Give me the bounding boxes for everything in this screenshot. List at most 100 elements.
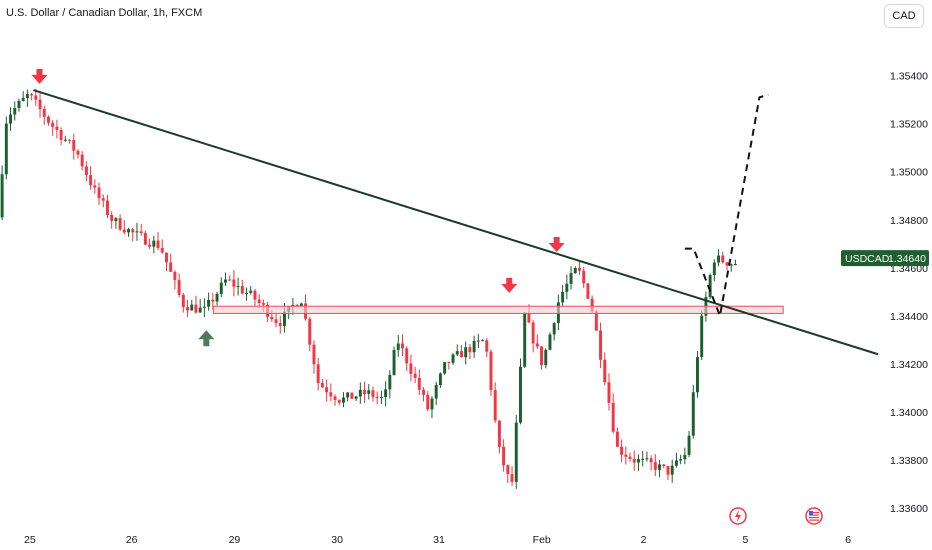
- candle-body: [21, 97, 25, 101]
- candle-body: [211, 299, 215, 302]
- candle-body: [540, 346, 544, 366]
- candle-body: [80, 154, 84, 167]
- candle-body: [683, 454, 687, 460]
- resistance-zone[interactable]: [212, 305, 784, 314]
- price-tag-value: 1.34640: [888, 253, 926, 265]
- candle-body: [519, 366, 522, 423]
- candle-body: [582, 270, 586, 284]
- y-tick-label: 1.35400: [890, 71, 928, 83]
- candle-body: [194, 304, 198, 313]
- candle-body: [245, 292, 249, 294]
- x-tick-label: 31: [433, 534, 445, 546]
- candle-body: [561, 291, 565, 303]
- candle-body: [384, 389, 388, 397]
- candle-body: [363, 389, 367, 394]
- candle-body: [232, 279, 236, 287]
- candle-body: [666, 466, 670, 475]
- price-tag-symbol: USDCAD: [845, 253, 890, 265]
- candle-body: [354, 396, 358, 399]
- candle-body: [173, 271, 177, 281]
- candle-body: [223, 279, 227, 283]
- overlay-layer: [31, 68, 879, 356]
- candle-body: [148, 244, 152, 247]
- candle-body: [409, 363, 413, 374]
- candle-body: [590, 298, 594, 312]
- flag-stripe: [809, 514, 819, 516]
- y-tick-label: 1.34200: [890, 359, 928, 371]
- candle-body: [552, 323, 556, 335]
- candle-body: [72, 140, 76, 151]
- candle-body: [514, 422, 518, 482]
- candle-body: [375, 396, 379, 398]
- y-tick-label: 1.35200: [890, 119, 928, 131]
- candle-body: [371, 390, 375, 397]
- candle-body: [565, 283, 569, 292]
- candle-body: [101, 198, 105, 201]
- candle-body: [257, 299, 261, 304]
- candle-body: [607, 382, 611, 403]
- y-tick-label: 1.34400: [890, 311, 928, 323]
- candle-body: [481, 340, 485, 342]
- candle-body: [177, 280, 181, 295]
- trendline[interactable]: [33, 89, 879, 356]
- y-tick-label: 1.34800: [890, 215, 928, 227]
- candle-body: [443, 362, 447, 374]
- candle-body: [350, 392, 354, 399]
- candle-body: [413, 373, 417, 378]
- candle-body: [139, 231, 143, 234]
- candle-body: [135, 231, 139, 233]
- candle-body: [9, 114, 13, 124]
- candle-body: [670, 465, 674, 475]
- currency-button[interactable]: CAD: [884, 4, 924, 28]
- candle-body: [649, 458, 653, 463]
- candle-body: [464, 347, 468, 358]
- candle-body: [17, 100, 21, 109]
- candle-body: [358, 389, 362, 397]
- candle-body: [341, 397, 345, 403]
- candle-body: [131, 229, 135, 233]
- candle-body: [42, 109, 46, 117]
- candle-body: [274, 319, 278, 324]
- candle-body: [493, 390, 497, 421]
- candle-body: [472, 340, 476, 353]
- candle-body: [417, 377, 421, 390]
- candle-body: [645, 458, 649, 460]
- candle-body: [603, 359, 607, 383]
- candle-body: [312, 344, 316, 365]
- candle-body: [662, 464, 666, 467]
- candle-body: [110, 214, 114, 222]
- candle-body: [249, 290, 253, 293]
- candle-body: [89, 175, 93, 186]
- candle-body: [502, 446, 506, 466]
- candle-body: [325, 387, 329, 393]
- candle-body: [299, 303, 303, 307]
- candle-body: [253, 290, 257, 300]
- flag-canton: [809, 511, 813, 515]
- x-tick-label: 26: [126, 534, 138, 546]
- candle-body: [624, 454, 628, 457]
- candle-body: [337, 399, 341, 403]
- x-tick-label: 30: [331, 534, 343, 546]
- y-tick-label: 1.35000: [890, 167, 928, 179]
- candle-body: [637, 459, 640, 463]
- candle-body: [207, 299, 211, 307]
- projection-path[interactable]: [684, 93, 769, 320]
- y-tick-label: 1.34000: [890, 407, 928, 419]
- us-flag-icon[interactable]: [805, 507, 823, 525]
- candle-body: [55, 126, 59, 130]
- candle-body: [76, 150, 80, 155]
- candle-body: [460, 351, 463, 358]
- candle-body: [388, 374, 392, 390]
- candle-body: [114, 218, 118, 222]
- lightning-icon-glyph: [735, 510, 741, 522]
- candle-body: [632, 458, 636, 463]
- candle-body: [468, 347, 472, 353]
- candle-body: [270, 316, 274, 320]
- x-tick-label: 5: [743, 534, 749, 546]
- candle-body: [0, 174, 4, 218]
- candle-body: [122, 229, 126, 233]
- candle-body: [320, 383, 324, 388]
- candle-body: [240, 285, 244, 294]
- candle-body: [190, 304, 194, 311]
